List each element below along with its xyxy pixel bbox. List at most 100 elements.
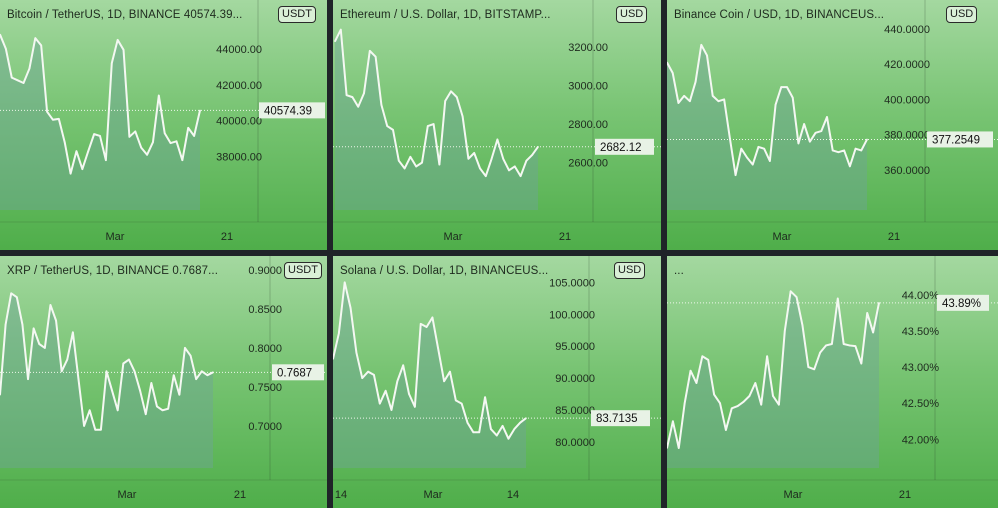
data-point	[175, 140, 178, 143]
data-point	[843, 149, 845, 152]
currency-unit-button[interactable]: USD	[614, 262, 646, 279]
data-point	[496, 138, 499, 141]
y-tick-label: 360.0000	[884, 165, 930, 177]
x-tick-label: 14	[335, 489, 347, 501]
data-point	[807, 366, 810, 368]
data-point	[689, 100, 691, 102]
data-point	[772, 395, 774, 397]
data-point	[4, 323, 7, 326]
data-point	[75, 150, 78, 152]
chart-panel-1[interactable]: 44000.00 42000.00 40000.00 38000.00 40574.39…	[0, 0, 327, 250]
y-tick-label: 95.0000	[555, 341, 595, 353]
data-point	[403, 167, 406, 170]
y-tick-label: 0.8000	[248, 343, 282, 355]
data-point	[683, 95, 685, 97]
data-point	[110, 62, 113, 65]
data-point	[16, 296, 18, 298]
symbol-legend[interactable]: Bitcoin / TetherUS, 1D, BINANCE 40574.39…	[7, 9, 243, 21]
data-point	[421, 161, 423, 164]
symbol-legend[interactable]: XRP / TetherUS, 1D, BINANCE 0.7687...	[7, 265, 219, 277]
y-tick-label: 0.7500	[248, 382, 282, 394]
symbol-legend[interactable]: Ethereum / U.S. Dollar, 1D, BITSTAMP...	[340, 9, 551, 21]
chart-panel-3[interactable]: 440.0000 420.0000 400.0000 380.0000 360.0000…	[667, 0, 998, 250]
series-area	[667, 44, 867, 210]
data-point	[763, 147, 765, 150]
chart-panel-4[interactable]: 0.9000 0.8500 0.8000 0.7500 0.7000 0.7687 Mar 2…	[0, 256, 327, 508]
data-point	[139, 390, 141, 392]
price-chart[interactable]: 44.00% 43.50% 43.00% 42.50% 42.00% 43.89% Mar 2…	[667, 256, 998, 508]
series-line	[334, 28, 539, 178]
data-point	[10, 76, 13, 79]
chart-panel-5[interactable]: 105.0000 100.0000 95.0000 90.0000 85.0000 80.…	[333, 256, 661, 508]
data-point	[178, 393, 181, 396]
chart-panel-6[interactable]: 44.00% 43.50% 43.00% 42.50% 42.00% 43.89% Mar 2…	[667, 256, 998, 508]
data-point	[531, 154, 533, 156]
currency-unit-button[interactable]: USDT	[284, 262, 322, 279]
last-price-text: 0.7687	[277, 367, 312, 379]
price-chart[interactable]: 105.0000 100.0000 95.0000 90.0000 85.0000 80.…	[333, 256, 661, 508]
data-point	[878, 302, 880, 304]
data-point	[786, 86, 788, 88]
data-point	[150, 382, 153, 384]
data-point	[158, 94, 160, 97]
data-point	[466, 421, 469, 424]
currency-unit-button[interactable]: USD	[946, 6, 978, 23]
data-point	[729, 137, 731, 139]
data-point	[10, 292, 13, 295]
price-chart[interactable]: 44000.00 42000.00 40000.00 38000.00 40574.39…	[0, 0, 327, 250]
data-point	[390, 409, 393, 411]
symbol-legend[interactable]: ...	[674, 265, 684, 277]
last-price-label: 377.2549	[927, 131, 993, 148]
data-point	[819, 351, 821, 354]
last-price-text: 2682.12	[600, 142, 642, 154]
data-point	[0, 33, 1, 36]
x-tick-label: 21	[888, 231, 900, 243]
data-point	[343, 281, 346, 284]
price-chart[interactable]: 440.0000 420.0000 400.0000 380.0000 360.0000…	[667, 0, 998, 250]
data-point	[333, 358, 334, 360]
series-area	[333, 282, 526, 468]
data-point	[369, 50, 371, 52]
x-tick-label: Mar	[784, 489, 803, 501]
data-point	[146, 153, 148, 156]
x-tick-label: Mar	[773, 231, 792, 243]
data-point	[508, 169, 510, 172]
data-point	[34, 37, 37, 39]
currency-unit-button[interactable]: USD	[616, 6, 648, 23]
data-point	[169, 142, 172, 144]
data-point	[479, 167, 481, 170]
data-point	[507, 437, 510, 440]
y-tick-label: 105.0000	[549, 277, 595, 289]
data-point	[438, 163, 441, 166]
data-point	[736, 405, 739, 407]
price-chart[interactable]: 3200.00 3000.00 2800.00 2600.00 2682.12 Mar 21	[333, 0, 661, 250]
currency-unit-button[interactable]: USDT	[278, 6, 316, 23]
data-point	[380, 104, 383, 106]
chart-panel-2[interactable]: 3200.00 3000.00 2800.00 2600.00 2682.12 Mar 21…	[333, 0, 661, 250]
data-point	[156, 405, 158, 408]
data-point	[398, 159, 400, 162]
price-chart[interactable]: 0.9000 0.8500 0.8000 0.7500 0.7000 0.7687 Mar 2…	[0, 256, 327, 508]
data-point	[199, 109, 201, 112]
data-point	[672, 420, 674, 423]
data-point	[456, 96, 458, 98]
data-point	[778, 403, 780, 406]
data-point	[791, 96, 794, 99]
data-point	[338, 332, 340, 335]
data-point	[519, 175, 522, 177]
data-point	[797, 142, 800, 145]
symbol-legend[interactable]: Binance Coin / USD, 1D, BINANCEUS...	[674, 9, 885, 21]
data-point	[713, 393, 715, 396]
y-tick-label: 42.50%	[902, 398, 940, 410]
data-point	[105, 159, 107, 161]
symbol-legend[interactable]: Solana / U.S. Dollar, 1D, BINANCEUS...	[340, 265, 549, 277]
data-point	[122, 362, 125, 365]
data-point	[760, 403, 763, 406]
y-tick-label: 44000.00	[216, 44, 262, 56]
data-point	[363, 92, 365, 95]
data-point	[809, 140, 811, 143]
data-point	[22, 82, 25, 84]
y-tick-label: 44.00%	[902, 290, 940, 302]
data-point	[133, 370, 136, 373]
data-point	[484, 396, 486, 399]
